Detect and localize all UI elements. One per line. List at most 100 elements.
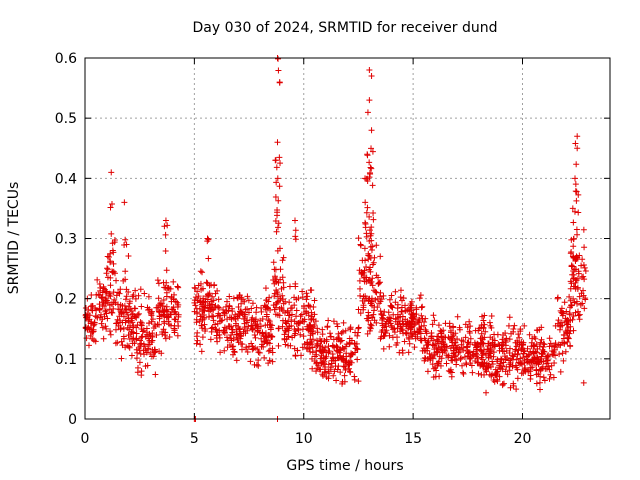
data-point bbox=[370, 210, 377, 217]
data-point bbox=[506, 363, 513, 370]
data-point bbox=[397, 328, 404, 335]
data-point bbox=[459, 369, 466, 376]
data-point bbox=[282, 319, 289, 326]
data-point bbox=[366, 253, 373, 260]
data-point bbox=[266, 294, 273, 301]
data-point bbox=[554, 344, 561, 351]
data-point bbox=[530, 349, 537, 356]
data-point bbox=[88, 324, 95, 331]
data-point bbox=[242, 306, 249, 313]
data-point bbox=[250, 345, 257, 352]
data-point bbox=[364, 151, 371, 158]
data-point bbox=[155, 295, 162, 302]
data-point bbox=[567, 342, 574, 349]
data-point bbox=[298, 352, 305, 359]
data-point bbox=[204, 296, 211, 303]
data-point bbox=[398, 297, 405, 304]
data-point bbox=[141, 290, 148, 297]
data-point bbox=[488, 312, 495, 319]
data-point bbox=[162, 284, 169, 291]
data-point bbox=[238, 346, 245, 353]
data-point bbox=[269, 334, 276, 341]
data-point bbox=[375, 280, 382, 287]
data-point bbox=[364, 204, 371, 211]
data-point bbox=[288, 316, 295, 323]
data-point bbox=[535, 356, 542, 363]
data-point bbox=[136, 359, 143, 366]
data-point bbox=[99, 324, 106, 331]
data-point bbox=[571, 208, 578, 215]
data-point bbox=[94, 314, 101, 321]
data-point bbox=[171, 291, 178, 298]
data-point bbox=[557, 368, 564, 375]
data-point bbox=[490, 353, 497, 360]
data-point bbox=[261, 302, 268, 309]
data-point bbox=[353, 345, 360, 352]
data-point bbox=[520, 339, 527, 346]
data-point bbox=[559, 350, 566, 357]
data-point bbox=[196, 318, 203, 325]
data-point bbox=[496, 362, 503, 369]
data-point bbox=[393, 342, 400, 349]
data-point bbox=[360, 274, 367, 281]
data-point bbox=[491, 331, 498, 338]
data-point bbox=[354, 356, 361, 363]
data-point bbox=[325, 375, 332, 382]
data-point bbox=[150, 353, 157, 360]
data-point bbox=[278, 306, 285, 313]
data-point bbox=[412, 320, 419, 327]
data-point bbox=[412, 331, 419, 338]
data-point bbox=[101, 303, 108, 310]
data-point bbox=[575, 209, 582, 216]
data-point bbox=[135, 310, 142, 317]
data-point bbox=[263, 313, 270, 320]
data-point bbox=[499, 380, 506, 387]
data-point bbox=[370, 311, 377, 318]
data-point bbox=[572, 309, 579, 316]
data-point bbox=[258, 343, 265, 350]
data-point bbox=[94, 276, 101, 283]
data-point bbox=[114, 301, 121, 308]
data-point bbox=[273, 287, 280, 294]
data-point bbox=[564, 334, 571, 341]
data-point bbox=[580, 226, 587, 233]
data-point bbox=[574, 300, 581, 307]
data-point bbox=[402, 302, 409, 309]
data-point bbox=[276, 154, 283, 161]
data-point bbox=[478, 347, 485, 354]
data-point bbox=[335, 354, 342, 361]
data-point bbox=[276, 312, 283, 319]
data-point bbox=[375, 280, 382, 287]
data-point bbox=[343, 353, 350, 360]
data-point bbox=[299, 288, 306, 295]
data-point bbox=[313, 348, 320, 355]
data-point bbox=[227, 335, 234, 342]
data-point bbox=[391, 329, 398, 336]
data-point bbox=[332, 363, 339, 370]
data-point bbox=[293, 307, 300, 314]
data-point bbox=[224, 298, 231, 305]
data-point bbox=[258, 335, 265, 342]
data-point bbox=[428, 335, 435, 342]
data-point bbox=[89, 335, 96, 342]
data-point bbox=[529, 364, 536, 371]
data-point bbox=[306, 345, 313, 352]
data-point bbox=[301, 340, 308, 347]
data-point bbox=[396, 321, 403, 328]
data-point bbox=[223, 325, 230, 332]
data-point bbox=[148, 308, 155, 315]
data-point bbox=[372, 296, 379, 303]
data-point bbox=[247, 358, 254, 365]
data-point bbox=[422, 315, 429, 322]
data-point bbox=[171, 325, 178, 332]
data-point bbox=[513, 364, 520, 371]
data-point bbox=[421, 357, 428, 364]
data-point bbox=[134, 322, 141, 329]
data-point bbox=[362, 257, 369, 264]
data-point bbox=[369, 314, 376, 321]
data-point bbox=[102, 308, 109, 315]
data-point bbox=[213, 326, 220, 333]
data-point bbox=[367, 164, 374, 171]
data-point bbox=[392, 288, 399, 295]
data-point bbox=[378, 311, 385, 318]
